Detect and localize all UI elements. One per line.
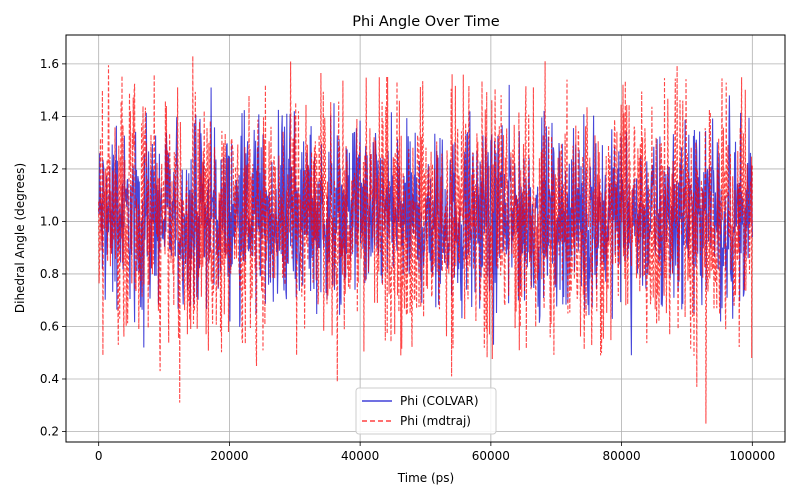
chart-title: Phi Angle Over Time	[352, 14, 499, 30]
x-tick-label: 80000	[602, 449, 640, 463]
legend-label-mdtraj: Phi (mdtraj)	[400, 414, 471, 428]
series-layer	[98, 55, 753, 424]
y-tick-label: 1.2	[40, 162, 59, 176]
x-tick-label: 60000	[472, 449, 510, 463]
x-tick-label: 0	[95, 449, 103, 463]
x-axis-title: Time (ps)	[397, 471, 454, 485]
y-tick-label: 0.8	[40, 267, 59, 281]
plot-frame	[65, 34, 786, 443]
y-tick-label: 0.2	[40, 424, 59, 438]
x-tick-label: 100000	[729, 449, 775, 463]
series-line-mdtraj	[98, 55, 753, 424]
x-tick-label: 40000	[341, 449, 379, 463]
y-tick-label: 1.6	[40, 57, 59, 71]
legend-box	[355, 387, 497, 435]
y-tick-label: 0.4	[40, 372, 59, 386]
y-axis-title: Dihedral Angle (degrees)	[13, 163, 27, 313]
y-tick-label: 1.0	[40, 214, 59, 228]
y-tick-label: 0.6	[40, 319, 59, 333]
y-tick-label: 1.4	[40, 109, 59, 123]
legend: Phi (COLVAR) Phi (mdtraj)	[355, 387, 497, 435]
x-axis-ticks: 0 20000 40000 60000 80000 100000	[95, 442, 775, 463]
y-axis-ticks: 0.2 0.4 0.6 0.8 1.0 1.2 1.4 1.6	[40, 57, 66, 438]
x-tick-label: 20000	[210, 449, 248, 463]
legend-label-colvar: Phi (COLVAR)	[400, 394, 479, 408]
